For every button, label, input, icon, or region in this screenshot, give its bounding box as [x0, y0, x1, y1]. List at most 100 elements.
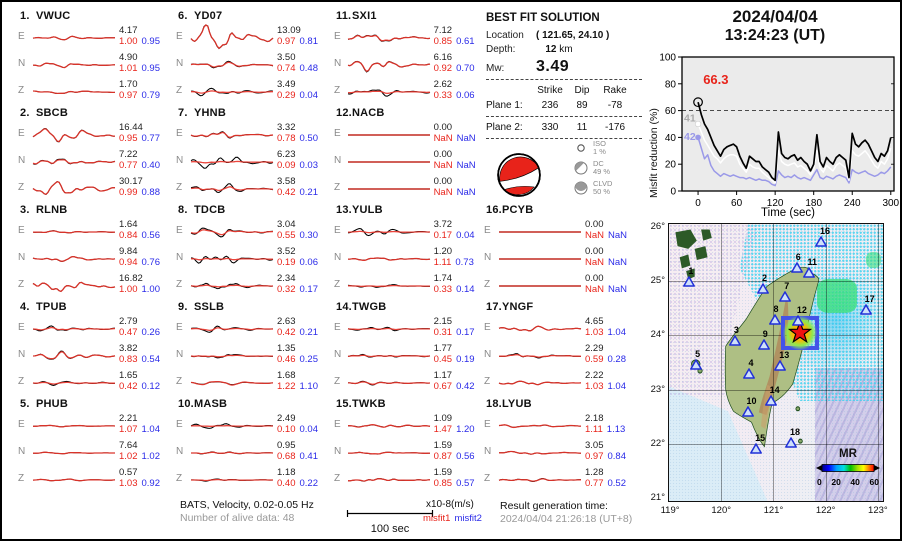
polyline	[347, 423, 430, 428]
station-number: 11.	[336, 10, 352, 22]
misfit1-value: 0.78	[277, 132, 296, 144]
misfit1-value: 0.46	[277, 353, 296, 365]
div: NaN NaN	[585, 284, 635, 296]
trace-row: Z 0.00 NaN NaN	[484, 271, 642, 298]
misfit2-value: NaN	[456, 159, 476, 171]
peak-amplitude: 1.28	[585, 467, 604, 478]
station-vwuc: 1. VWUC E 4.17 1.00 0.95 N 4.90 1.01 0.95 Z…	[18, 10, 170, 104]
map-station-8: 8	[768, 304, 781, 325]
misfit1-value: 0.55	[277, 229, 296, 241]
waveform-plot	[32, 281, 116, 292]
trace-values: 0.95 0.68 0.41	[277, 440, 327, 462]
path	[787, 320, 812, 344]
map-station-17: 17	[859, 294, 875, 315]
waveform-plot	[32, 255, 116, 262]
misfit1-value: 1.01	[119, 62, 138, 74]
trace-row: Z 1.59 0.85 0.57	[334, 465, 478, 492]
div: 0.45 0.19	[434, 354, 478, 366]
colorbar-tick: 20	[831, 477, 841, 487]
div: 1.03 0.92	[119, 478, 169, 490]
trace-values: 0.00 NaN NaN	[585, 246, 635, 268]
ellipse	[798, 438, 803, 444]
misfit2-value: 0.21	[299, 186, 319, 198]
component-label: E	[176, 225, 183, 236]
div: 0.67 0.42	[434, 381, 478, 393]
st-header: 11.SXI1	[336, 10, 478, 22]
trace-row: E 0.00 NaN NaN	[484, 217, 642, 244]
waveform-plot	[347, 88, 430, 97]
plane2-strike: 330	[541, 122, 559, 133]
misfit1-value: 0.99	[119, 186, 138, 198]
div: 1.03 1.04	[585, 327, 635, 339]
misfit1-value: 0.68	[277, 450, 296, 462]
graticule-meridian	[773, 224, 775, 501]
high-mr-green-patch	[816, 279, 858, 313]
component-label: E	[18, 225, 25, 236]
component-label: E	[334, 225, 341, 236]
misfit1-value: 0.33	[433, 283, 453, 295]
misfit1-value: 0.31	[433, 326, 453, 338]
waveform-plot	[190, 60, 274, 68]
mw-value: 3.49	[536, 58, 570, 75]
peak-amplitude: 1.18	[277, 467, 296, 478]
waveform-plot	[347, 477, 430, 482]
misfit2-value: 0.04	[299, 89, 319, 101]
time-scale-bar: 100 sec	[346, 505, 434, 535]
path	[757, 338, 770, 350]
trace-row: N 3.52 0.19 0.06	[176, 244, 328, 271]
trace-row: N 3.82 0.83 0.54	[18, 341, 170, 368]
polyline	[32, 281, 116, 292]
map-station-15: 15	[750, 433, 765, 454]
station-number: 6.	[178, 10, 188, 22]
waveform-plot	[32, 180, 116, 195]
path	[785, 436, 797, 448]
misfit1-value: 0.84	[119, 229, 138, 241]
waveform-plot	[32, 127, 116, 142]
st-header: 16.PCYB	[486, 204, 642, 216]
peak-amplitude: 1.09	[433, 413, 453, 424]
polyline	[347, 60, 430, 72]
peak-amplitude: 2.21	[119, 413, 138, 424]
div: 0.31 0.17	[433, 326, 478, 339]
station-number-label: 2	[761, 273, 767, 284]
lat-label: 23°	[650, 383, 665, 395]
waveform-plot	[190, 255, 274, 264]
decomp-txt: ISO 1 %	[593, 140, 606, 156]
colorbar-tick: 40	[850, 477, 860, 487]
waveform-plot	[347, 133, 430, 136]
component-label: Z	[18, 85, 25, 96]
waveform-plot	[32, 62, 116, 68]
component-label: E	[484, 322, 491, 333]
path	[679, 254, 691, 269]
div: 0.32 0.17	[277, 284, 327, 296]
misfit2-value: 0.41	[299, 450, 319, 462]
misfit1-value: 1.07	[119, 423, 138, 435]
st-header: 18.LYUB	[486, 398, 642, 410]
graticule-meridian	[877, 224, 879, 501]
clvd-icon	[574, 181, 588, 195]
south-ridge	[761, 384, 772, 429]
trace-row: E 1.09 1.47 1.20	[334, 411, 478, 438]
waveform-plot	[499, 257, 581, 260]
misfit2-value: 0.17	[456, 326, 475, 338]
misfit1-value: 0.19	[277, 256, 296, 268]
waveform-plot	[32, 89, 116, 94]
trace-row: E 7.12 0.85 0.61	[334, 23, 478, 50]
lat-label: 22°	[650, 437, 665, 449]
station-name: SXI1	[352, 10, 377, 22]
waveform-plot	[32, 158, 116, 165]
misfit1-value: 0.29	[277, 89, 296, 101]
misfit2-value: 0.77	[141, 132, 161, 144]
peak-amplitude: 2.79	[119, 316, 138, 327]
station-number-label: 4	[748, 358, 754, 369]
station-number: 14.	[336, 301, 352, 313]
peak-amplitude: 1.59	[433, 440, 453, 451]
misfit2-value: 1.20	[456, 423, 475, 435]
misfit2-value: 0.26	[141, 326, 161, 338]
trace-row: Z 16.82 1.00 1.00	[18, 271, 170, 298]
polyline	[190, 61, 274, 68]
misfit2-value: 0.81	[299, 35, 319, 47]
misfit2-value: 1.13	[606, 423, 626, 435]
map-station-6: 6	[790, 252, 803, 274]
div: 0.40 0.22	[277, 478, 327, 490]
